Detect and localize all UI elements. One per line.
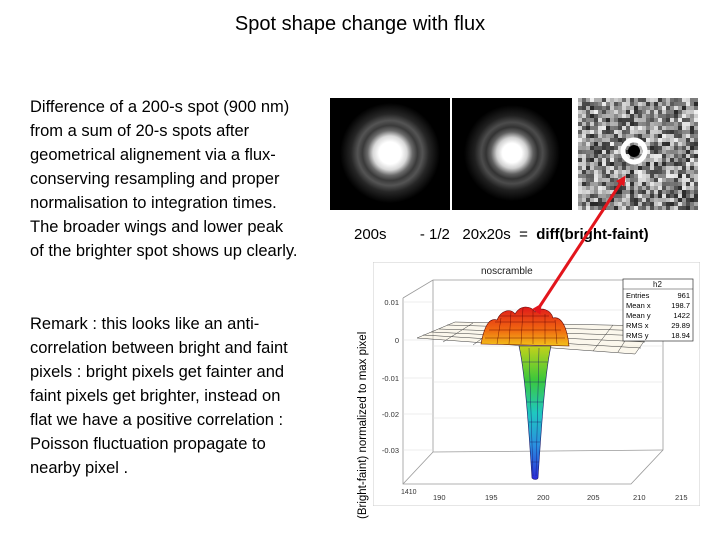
stats-label: RMS x bbox=[626, 321, 649, 330]
stats-label: RMS y bbox=[626, 331, 649, 340]
z-tick-label: -0.02 bbox=[382, 410, 399, 419]
surface-peak bbox=[480, 306, 570, 347]
caption-200s: 200s bbox=[354, 226, 387, 243]
stats-value: 29.89 bbox=[671, 321, 690, 330]
z-tick-label: -0.03 bbox=[382, 446, 399, 455]
plot-frame bbox=[402, 279, 664, 485]
diff-image bbox=[578, 98, 698, 210]
surface-dip bbox=[518, 345, 552, 480]
caption-sum: - 1/2 20x20s = bbox=[419, 226, 537, 243]
x-tick-label: 200 bbox=[537, 493, 550, 502]
stats-label: Mean x bbox=[626, 301, 651, 310]
x-tick-label: 190 bbox=[433, 493, 446, 502]
stats-label: Mean y bbox=[626, 311, 651, 320]
z-tick-label: 0.01 bbox=[384, 298, 399, 307]
page-title: Spot shape change with flux bbox=[234, 13, 486, 35]
image-caption: 200s - 1/2 20x20s = diff(bright-faint) bbox=[354, 226, 649, 243]
description-text: Difference of a 200-s spot (900 nm) from… bbox=[30, 98, 298, 260]
y-axis-label: (Bright-faint) normalized to max pixel bbox=[357, 331, 369, 519]
spot-image-200s bbox=[330, 98, 450, 210]
stats-name: h2 bbox=[653, 280, 662, 289]
stats-label: Entries bbox=[626, 291, 650, 300]
stats-box: h2 Entries 961 Mean x 198.7 Mean y 1422 RMS x 2… bbox=[622, 278, 694, 342]
z-tick-label: -0.01 bbox=[382, 374, 399, 383]
stats-value: 1422 bbox=[673, 311, 690, 320]
remark-text: Remark : this looks like an anti-correla… bbox=[30, 315, 288, 477]
stats-value: 961 bbox=[677, 291, 690, 300]
caption-diff: diff(bright-faint) bbox=[536, 226, 649, 243]
stats-value: 198.7 bbox=[671, 301, 690, 310]
spot-image-20x20s bbox=[452, 98, 572, 210]
x-tick-label: 205 bbox=[587, 493, 600, 502]
z-tick-label: 0 bbox=[395, 336, 399, 345]
x-tick-label: 215 bbox=[675, 493, 688, 502]
stats-value: 18.94 bbox=[671, 331, 690, 340]
plot-title: noscramble bbox=[481, 266, 533, 277]
surface-plot: noscramble h2 Entries 961 Mean x 198.7 Mean … bbox=[372, 261, 701, 507]
y-tick-label: 1410 bbox=[401, 489, 417, 496]
x-tick-label: 210 bbox=[633, 493, 646, 502]
x-tick-label: 195 bbox=[485, 493, 498, 502]
